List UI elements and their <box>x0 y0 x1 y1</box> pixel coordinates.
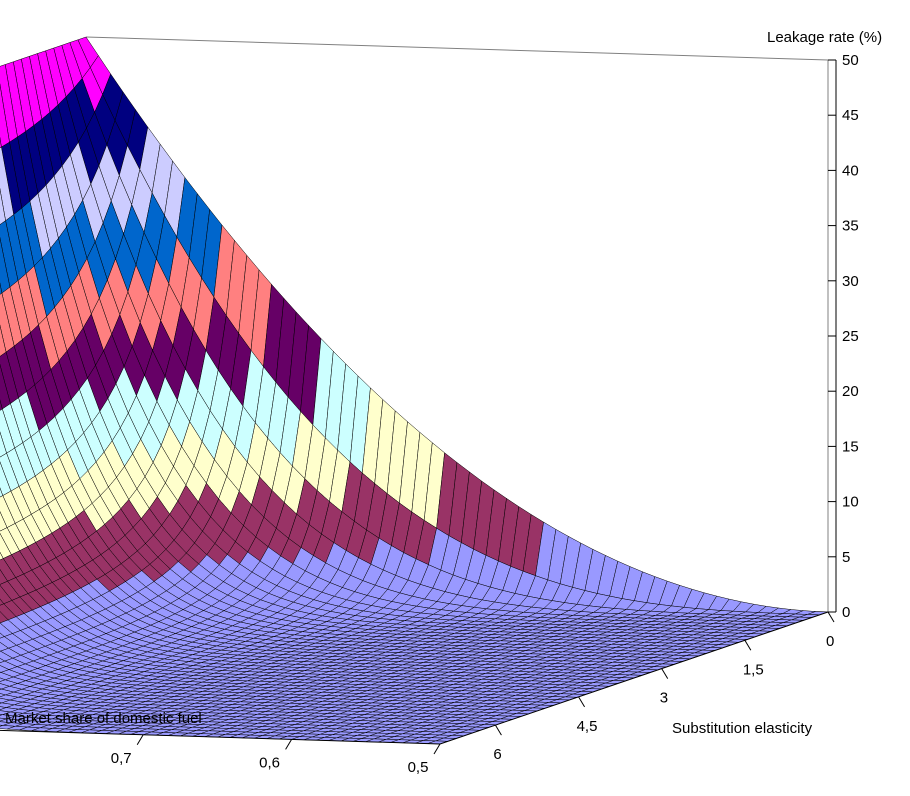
z-tick-label: 45 <box>842 107 859 124</box>
surface-cell <box>0 598 5 606</box>
surface-cell <box>0 658 6 664</box>
y-axis-title: Market share of domestic fuel <box>5 710 202 727</box>
x-tick-label: 3 <box>660 690 668 707</box>
y-tick <box>136 734 144 746</box>
z-tick-label: 30 <box>842 273 859 290</box>
x-tick-label: 0 <box>826 633 834 650</box>
z-tick-label: 10 <box>842 494 859 511</box>
z-tick-label: 0 <box>842 604 850 621</box>
x-tick <box>578 696 586 708</box>
x-tick-label: 4,5 <box>577 718 598 735</box>
axis-ticks: 0510152025303540455001,534,5610,90,80,70… <box>0 52 859 776</box>
surface-cell <box>0 399 3 411</box>
x-axis-line <box>439 611 829 745</box>
surface-cell <box>0 282 3 295</box>
y-tick <box>433 743 441 755</box>
z-tick-label: 40 <box>842 162 859 179</box>
x-tick <box>661 668 669 679</box>
z-tick-label: 50 <box>842 52 859 69</box>
z-tick-label: 5 <box>842 549 850 566</box>
surface-cell <box>0 136 2 149</box>
x-axis-title: Substitution elasticity <box>672 720 813 737</box>
x-tick-label: 1,5 <box>743 661 764 678</box>
x-tick-label: 6 <box>493 746 501 763</box>
back-top-edge <box>85 36 829 61</box>
surface-cell <box>0 487 4 498</box>
x-tick <box>494 724 502 736</box>
y-tick-label: 0,6 <box>259 754 280 771</box>
z-tick-label: 25 <box>842 328 859 345</box>
z-axis-title: Leakage rate (%) <box>767 29 882 46</box>
z-tick-label: 15 <box>842 438 859 455</box>
y-axis-line <box>0 729 441 745</box>
x-tick <box>744 640 752 651</box>
y-tick-label: 0,7 <box>111 750 132 767</box>
z-tick-label: 35 <box>842 218 859 235</box>
z-tick-label: 20 <box>842 383 859 400</box>
y-tick-label: 0,5 <box>408 759 429 776</box>
surface-mesh <box>0 36 829 745</box>
x-tick <box>827 611 835 623</box>
y-tick <box>285 739 293 750</box>
surface-cell <box>0 677 6 682</box>
surface-cell <box>0 551 4 561</box>
